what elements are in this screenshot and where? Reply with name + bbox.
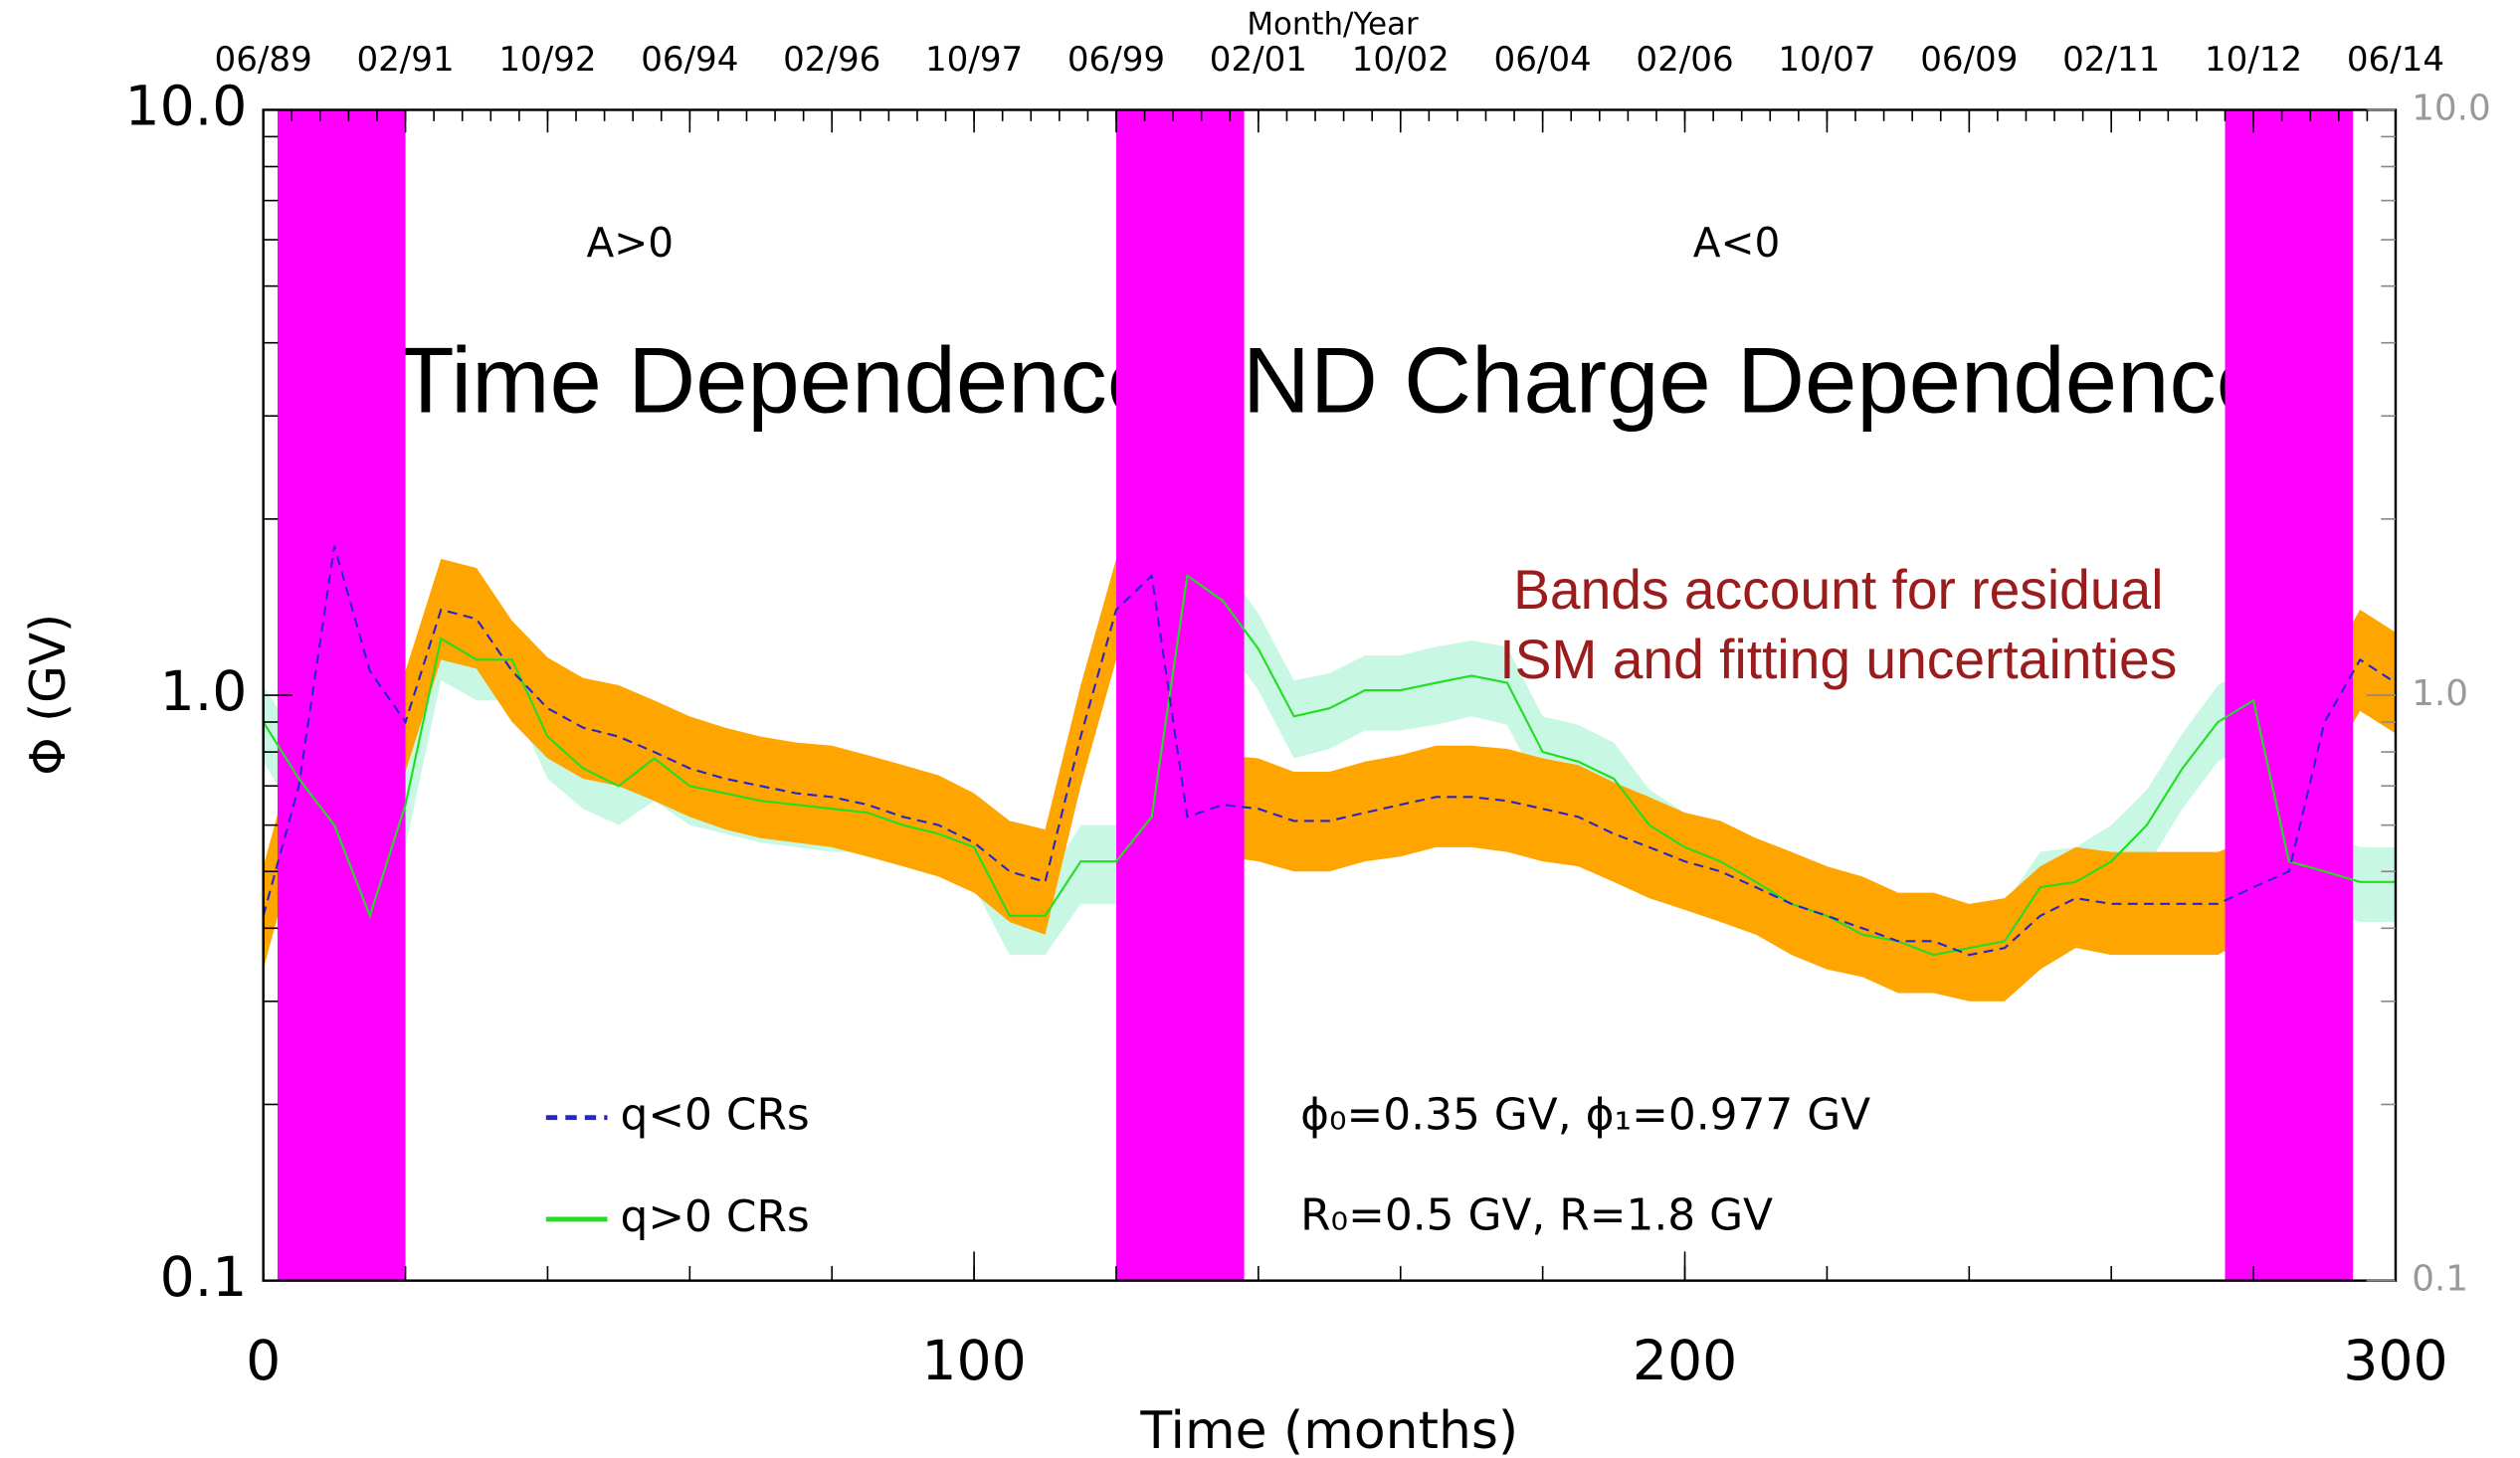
x2-tick-label: 10/07 bbox=[1778, 40, 1875, 80]
x2-tick-label: 02/91 bbox=[356, 40, 454, 80]
x2-tick-label: 02/11 bbox=[2062, 40, 2160, 80]
shaded-spans bbox=[277, 109, 2354, 1281]
x2-tick-label: 06/89 bbox=[215, 40, 312, 80]
y2-tick-label: 1.0 bbox=[2412, 673, 2468, 714]
annotation: A<0 bbox=[1693, 219, 1781, 267]
x-tick-label: 100 bbox=[921, 1330, 1026, 1393]
x2-tick-label: 06/14 bbox=[2347, 40, 2444, 80]
series-line bbox=[262, 574, 2396, 957]
x2-tick-label: 10/02 bbox=[1352, 40, 1450, 80]
y-tick-label: 0.1 bbox=[160, 1246, 248, 1310]
legend-label: q<0 CRs bbox=[621, 1090, 810, 1141]
y-axis-label: Φ (GV) bbox=[21, 614, 77, 776]
uncertainty-band bbox=[263, 494, 2396, 1002]
x2-tick-label: 10/92 bbox=[498, 40, 596, 80]
x2-tick-label: 02/96 bbox=[783, 40, 880, 80]
x2-tick-label: 02/01 bbox=[1210, 40, 1307, 80]
axes: 0.1 0.1 1.0 1.0 10.0 10.0 0 100 200 300 06/89 02/91… bbox=[125, 40, 2491, 1393]
shaded-span bbox=[277, 109, 406, 1281]
y2-tick-label: 0.1 bbox=[2412, 1259, 2468, 1300]
lines bbox=[262, 545, 2397, 957]
y-tick-label: 1.0 bbox=[160, 660, 248, 724]
note-text: ISM and fitting uncertainties bbox=[1499, 629, 2177, 690]
x2-tick-label: 06/99 bbox=[1067, 40, 1165, 80]
parameter-text: R₀=0.5 GV, R=1.8 GV bbox=[1300, 1189, 1773, 1240]
annotation: A>0 bbox=[586, 219, 674, 267]
x2-tick-label: 10/97 bbox=[925, 40, 1023, 80]
x-tick-label: 300 bbox=[2343, 1330, 2447, 1393]
x2-tick-label: 10/12 bbox=[2205, 40, 2302, 80]
x2-axis-label: Month/Year bbox=[1247, 7, 1419, 43]
y2-tick-label: 10.0 bbox=[2412, 88, 2491, 128]
y-tick-label: 10.0 bbox=[125, 76, 248, 139]
x2-tick-label: 06/09 bbox=[1920, 40, 2018, 80]
note-text: Bands account for residual bbox=[1513, 559, 2163, 621]
legend-label: q>0 CRs bbox=[621, 1191, 810, 1242]
x2-tick-label: 02/06 bbox=[1636, 40, 1733, 80]
x2-tick-label: 06/04 bbox=[1494, 40, 1592, 80]
chart-title: Time Dependence AND Charge Dependence bbox=[397, 328, 2268, 433]
x-tick-label: 200 bbox=[1633, 1330, 1737, 1393]
shaded-span bbox=[2225, 109, 2354, 1281]
x2-tick-label: 06/94 bbox=[641, 40, 738, 80]
parameter-text: ϕ₀=0.35 GV, ϕ₁=0.977 GV bbox=[1300, 1090, 1870, 1141]
shaded-span bbox=[1115, 109, 1245, 1281]
x-axis-label: Time (months) bbox=[1139, 1401, 1518, 1458]
x-tick-label: 0 bbox=[246, 1330, 281, 1393]
bands bbox=[263, 494, 2396, 1002]
series-line bbox=[262, 545, 2397, 957]
